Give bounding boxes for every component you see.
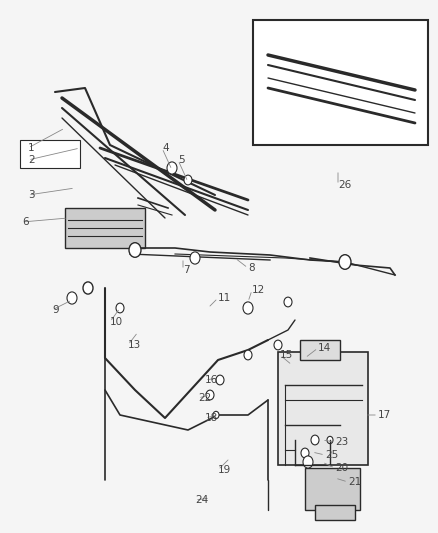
Circle shape — [190, 252, 200, 264]
Text: 25: 25 — [325, 450, 338, 460]
Text: 1: 1 — [28, 143, 35, 153]
Text: 18: 18 — [205, 413, 218, 423]
Text: 19: 19 — [218, 465, 231, 475]
Circle shape — [167, 162, 177, 174]
Circle shape — [206, 390, 214, 400]
Circle shape — [244, 350, 252, 360]
Circle shape — [83, 282, 93, 294]
Text: 20: 20 — [335, 463, 348, 473]
Bar — [253, 20, 428, 145]
Bar — [278, 352, 368, 465]
Circle shape — [243, 302, 253, 314]
Text: 22: 22 — [198, 393, 211, 403]
Circle shape — [216, 375, 224, 385]
Circle shape — [301, 448, 309, 458]
Circle shape — [213, 411, 219, 418]
Bar — [20, 140, 80, 168]
Text: 13: 13 — [128, 340, 141, 350]
Text: 6: 6 — [22, 217, 28, 227]
Text: 11: 11 — [218, 293, 231, 303]
Text: 12: 12 — [252, 285, 265, 295]
Text: 2: 2 — [28, 155, 35, 165]
Bar — [305, 468, 360, 510]
Text: 17: 17 — [378, 410, 391, 420]
Text: 9: 9 — [52, 305, 59, 315]
Bar — [300, 340, 340, 360]
Circle shape — [129, 243, 141, 257]
Text: 10: 10 — [110, 317, 123, 327]
Circle shape — [274, 340, 282, 350]
Text: 15: 15 — [280, 350, 293, 360]
Circle shape — [303, 456, 313, 468]
Text: 14: 14 — [318, 343, 331, 353]
Text: 23: 23 — [335, 437, 348, 447]
Circle shape — [311, 435, 319, 445]
Circle shape — [327, 437, 333, 443]
Text: 4: 4 — [162, 143, 169, 153]
Text: 5: 5 — [178, 155, 185, 165]
Circle shape — [284, 297, 292, 307]
Circle shape — [184, 175, 192, 185]
Text: 3: 3 — [28, 190, 35, 200]
Text: 8: 8 — [248, 263, 254, 273]
Text: 21: 21 — [348, 477, 361, 487]
Circle shape — [116, 303, 124, 313]
Text: 26: 26 — [338, 180, 351, 190]
Circle shape — [339, 255, 351, 269]
Bar — [315, 505, 355, 520]
Text: 7: 7 — [183, 265, 190, 275]
Text: 16: 16 — [205, 375, 218, 385]
Circle shape — [67, 292, 77, 304]
Bar — [65, 208, 145, 248]
Text: 24: 24 — [195, 495, 208, 505]
